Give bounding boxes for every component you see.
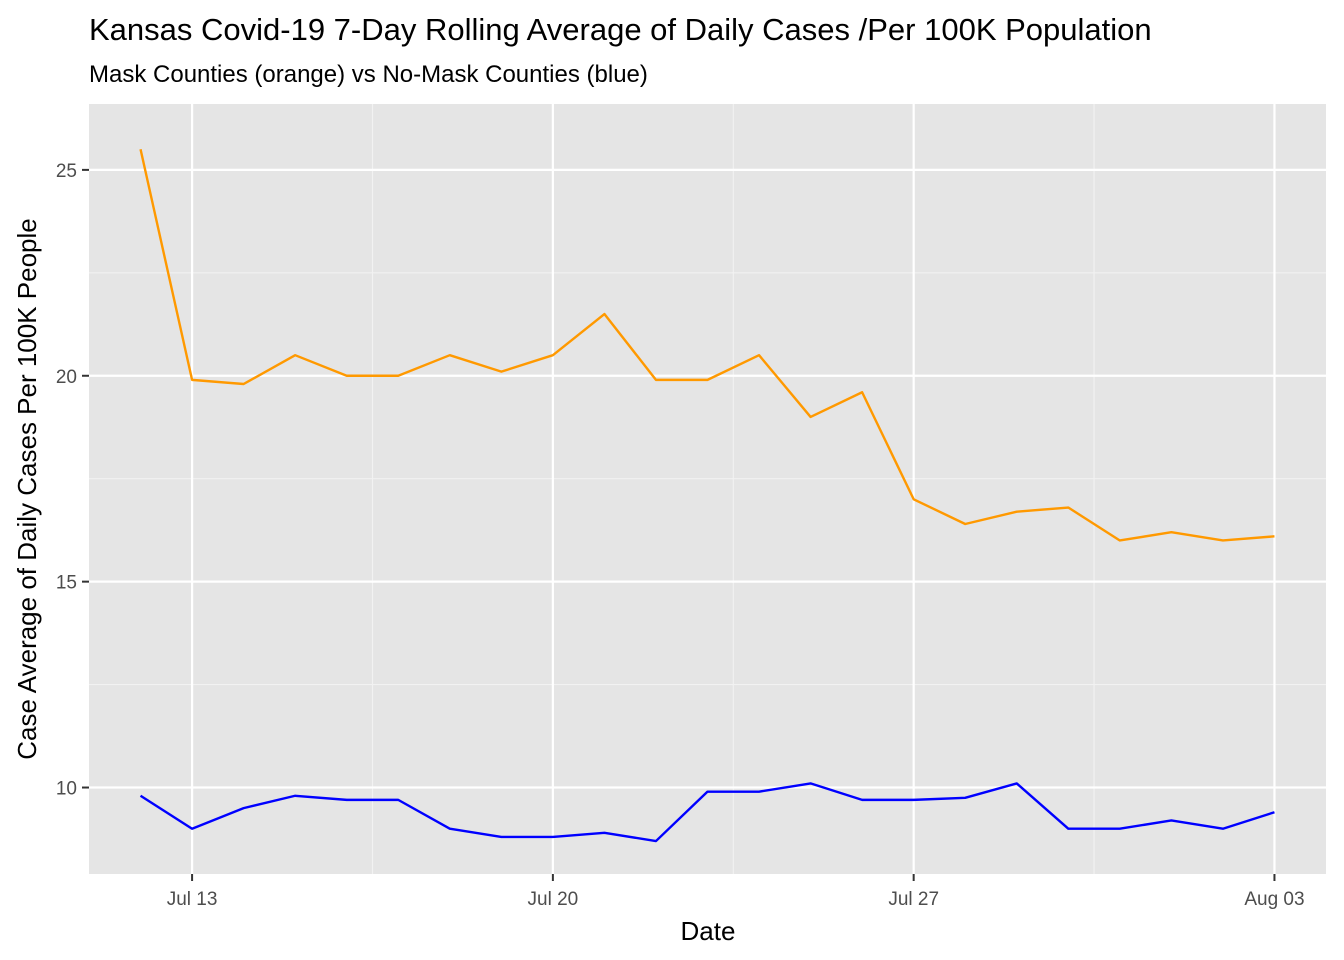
- chart-title: Kansas Covid-19 7-Day Rolling Average of…: [89, 12, 1152, 47]
- chart-subtitle: Mask Counties (orange) vs No-Mask Counti…: [89, 61, 648, 88]
- no-mask-counties-line: [139, 782, 1275, 843]
- major-gridlines: [89, 104, 1326, 874]
- plot-panel: [89, 104, 1326, 874]
- y-tick-label: 20: [56, 367, 77, 388]
- x-tick-label: Jul 27: [888, 889, 939, 910]
- x-tick-label: Aug 03: [1244, 889, 1304, 910]
- x-tick-label: Jul 20: [528, 889, 579, 910]
- y-axis-title: Case Average of Daily Cases Per 100K Peo…: [12, 218, 42, 760]
- series-layer: [139, 149, 1275, 843]
- y-tick-label: 15: [56, 573, 77, 594]
- y-tick-label: 10: [56, 779, 77, 800]
- y-axis: 10 15 20 25: [56, 161, 89, 800]
- x-axis-title: Date: [681, 916, 736, 946]
- y-tick-label: 25: [56, 161, 77, 182]
- minor-gridlines: [89, 104, 1326, 874]
- x-axis: Jul 13 Jul 20 Jul 27 Aug 03: [167, 874, 1305, 910]
- mask-counties-line: [139, 149, 1275, 542]
- x-tick-label: Jul 13: [167, 889, 218, 910]
